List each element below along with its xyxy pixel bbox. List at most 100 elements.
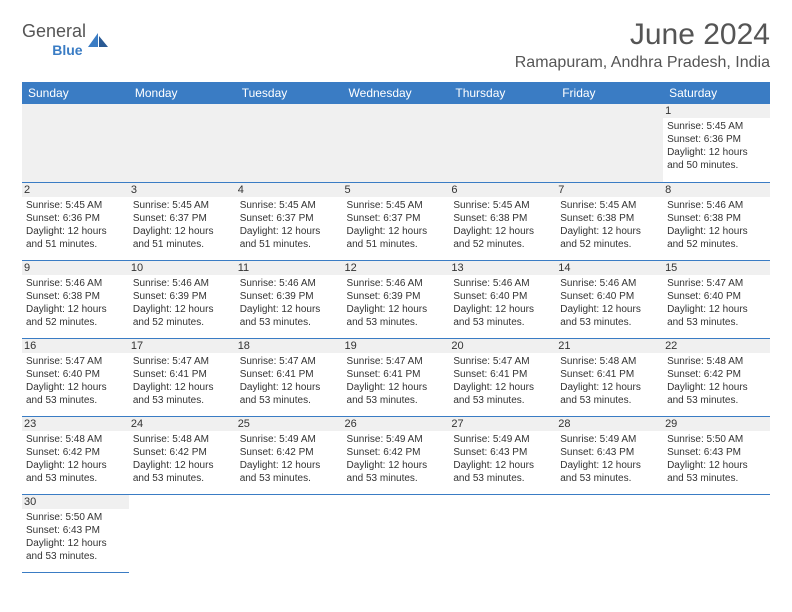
day-number: 15: [663, 261, 770, 275]
calendar-cell: 27 Sunrise: 5:49 AMSunset: 6:43 PMDayligh…: [449, 416, 556, 494]
day-number: 17: [129, 339, 236, 353]
weekday-header: Monday: [129, 82, 236, 104]
day-info: Sunrise: 5:45 AMSunset: 6:37 PMDaylight:…: [240, 199, 339, 251]
calendar-cell: 30 Sunrise: 5:50 AMSunset: 6:43 PMDayligh…: [22, 494, 129, 572]
day-number: 24: [129, 417, 236, 431]
calendar-cell: 16 Sunrise: 5:47 AMSunset: 6:40 PMDayligh…: [22, 338, 129, 416]
calendar-cell: 8 Sunrise: 5:46 AMSunset: 6:38 PMDaylight…: [663, 182, 770, 260]
weekday-header: Saturday: [663, 82, 770, 104]
day-info: Sunrise: 5:46 AMSunset: 6:39 PMDaylight:…: [240, 277, 339, 329]
calendar-cell: 6 Sunrise: 5:45 AMSunset: 6:38 PMDaylight…: [449, 182, 556, 260]
day-number: 18: [236, 339, 343, 353]
day-info: Sunrise: 5:46 AMSunset: 6:39 PMDaylight:…: [347, 277, 446, 329]
day-number: 1: [663, 104, 770, 118]
day-number: 16: [22, 339, 129, 353]
day-info: Sunrise: 5:49 AMSunset: 6:42 PMDaylight:…: [347, 433, 446, 485]
day-number: 5: [343, 183, 450, 197]
calendar-cell: 2Sunrise: 5:45 AMSunset: 6:36 PMDaylight…: [22, 182, 129, 260]
calendar-row: 1Sunrise: 5:45 AMSunset: 6:36 PMDaylight…: [22, 104, 770, 182]
day-number: 20: [449, 339, 556, 353]
calendar-cell: 23Sunrise: 5:48 AMSunset: 6:42 PMDayligh…: [22, 416, 129, 494]
calendar-row: 2Sunrise: 5:45 AMSunset: 6:36 PMDaylight…: [22, 182, 770, 260]
day-info: Sunrise: 5:49 AMSunset: 6:42 PMDaylight:…: [240, 433, 339, 485]
calendar-cell: 21 Sunrise: 5:48 AMSunset: 6:41 PMDayligh…: [556, 338, 663, 416]
day-info: Sunrise: 5:46 AMSunset: 6:39 PMDaylight:…: [133, 277, 232, 329]
calendar-cell: 19 Sunrise: 5:47 AMSunset: 6:41 PMDayligh…: [343, 338, 450, 416]
day-number: 19: [343, 339, 450, 353]
weekday-header: Friday: [556, 82, 663, 104]
day-info: Sunrise: 5:45 AMSunset: 6:37 PMDaylight:…: [133, 199, 232, 251]
weekday-header: Thursday: [449, 82, 556, 104]
day-info: Sunrise: 5:48 AMSunset: 6:41 PMDaylight:…: [560, 355, 659, 407]
day-number: 7: [556, 183, 663, 197]
logo-main: General: [22, 21, 86, 41]
calendar-cell: [343, 104, 450, 182]
day-number: 13: [449, 261, 556, 275]
calendar-cell: 25 Sunrise: 5:49 AMSunset: 6:42 PMDayligh…: [236, 416, 343, 494]
day-number: 26: [343, 417, 450, 431]
day-info: Sunrise: 5:47 AMSunset: 6:41 PMDaylight:…: [133, 355, 232, 407]
calendar-cell: [236, 494, 343, 572]
day-number: 11: [236, 261, 343, 275]
calendar-cell: [22, 104, 129, 182]
calendar-cell: [449, 494, 556, 572]
day-number: 3: [129, 183, 236, 197]
calendar-cell: 13Sunrise: 5:46 AMSunset: 6:40 PMDayligh…: [449, 260, 556, 338]
header: General GenBlue June 2024 Ramapuram, And…: [22, 18, 770, 72]
month-title: June 2024: [515, 18, 770, 52]
weekday-header-row: SundayMondayTuesdayWednesdayThursdayFrid…: [22, 82, 770, 104]
calendar-cell: 1Sunrise: 5:45 AMSunset: 6:36 PMDaylight…: [663, 104, 770, 182]
day-info: Sunrise: 5:46 AMSunset: 6:38 PMDaylight:…: [26, 277, 125, 329]
day-info: Sunrise: 5:45 AMSunset: 6:38 PMDaylight:…: [560, 199, 659, 251]
day-info: Sunrise: 5:49 AMSunset: 6:43 PMDaylight:…: [453, 433, 552, 485]
day-info: Sunrise: 5:48 AMSunset: 6:42 PMDaylight:…: [133, 433, 232, 485]
day-info: Sunrise: 5:48 AMSunset: 6:42 PMDaylight:…: [667, 355, 766, 407]
day-number: 25: [236, 417, 343, 431]
calendar-cell: 15Sunrise: 5:47 AMSunset: 6:40 PMDayligh…: [663, 260, 770, 338]
calendar-body: 1Sunrise: 5:45 AMSunset: 6:36 PMDaylight…: [22, 104, 770, 572]
day-number: 10: [129, 261, 236, 275]
calendar-cell: [129, 104, 236, 182]
day-info: Sunrise: 5:45 AMSunset: 6:38 PMDaylight:…: [453, 199, 552, 251]
day-info: Sunrise: 5:45 AMSunset: 6:37 PMDaylight:…: [347, 199, 446, 251]
day-number: 30: [22, 495, 129, 509]
calendar-row: 16 Sunrise: 5:47 AMSunset: 6:40 PMDayligh…: [22, 338, 770, 416]
logo: General GenBlue: [22, 18, 110, 60]
weekday-header: Tuesday: [236, 82, 343, 104]
day-number: 2: [22, 183, 129, 197]
calendar-cell: 24 Sunrise: 5:48 AMSunset: 6:42 PMDayligh…: [129, 416, 236, 494]
day-number: 8: [663, 183, 770, 197]
day-info: Sunrise: 5:47 AMSunset: 6:41 PMDaylight:…: [347, 355, 446, 407]
day-number: 9: [22, 261, 129, 275]
day-number: 12: [343, 261, 450, 275]
calendar-cell: 14Sunrise: 5:46 AMSunset: 6:40 PMDayligh…: [556, 260, 663, 338]
weekday-header: Sunday: [22, 82, 129, 104]
logo-sail-icon: [88, 33, 110, 49]
calendar-cell: 9 Sunrise: 5:46 AMSunset: 6:38 PMDaylight…: [22, 260, 129, 338]
day-number: 27: [449, 417, 556, 431]
logo-text-block: General GenBlue: [22, 22, 86, 60]
calendar-cell: 5 Sunrise: 5:45 AMSunset: 6:37 PMDaylight…: [343, 182, 450, 260]
calendar-row: 9 Sunrise: 5:46 AMSunset: 6:38 PMDaylight…: [22, 260, 770, 338]
calendar-cell: 22 Sunrise: 5:48 AMSunset: 6:42 PMDayligh…: [663, 338, 770, 416]
calendar-cell: [343, 494, 450, 572]
calendar-cell: 7 Sunrise: 5:45 AMSunset: 6:38 PMDaylight…: [556, 182, 663, 260]
calendar-cell: 29Sunrise: 5:50 AMSunset: 6:43 PMDayligh…: [663, 416, 770, 494]
calendar-cell: 18Sunrise: 5:47 AMSunset: 6:41 PMDayligh…: [236, 338, 343, 416]
calendar-row: 30 Sunrise: 5:50 AMSunset: 6:43 PMDayligh…: [22, 494, 770, 572]
day-info: Sunrise: 5:47 AMSunset: 6:41 PMDaylight:…: [453, 355, 552, 407]
calendar-cell: 11 Sunrise: 5:46 AMSunset: 6:39 PMDayligh…: [236, 260, 343, 338]
calendar-cell: 3 Sunrise: 5:45 AMSunset: 6:37 PMDaylight…: [129, 182, 236, 260]
day-number: 4: [236, 183, 343, 197]
day-number: 29: [663, 417, 770, 431]
day-info: Sunrise: 5:46 AMSunset: 6:38 PMDaylight:…: [667, 199, 766, 251]
calendar-cell: 10 Sunrise: 5:46 AMSunset: 6:39 PMDayligh…: [129, 260, 236, 338]
day-number: 22: [663, 339, 770, 353]
day-number: 28: [556, 417, 663, 431]
day-number: 6: [449, 183, 556, 197]
calendar-cell: 20 Sunrise: 5:47 AMSunset: 6:41 PMDayligh…: [449, 338, 556, 416]
day-info: Sunrise: 5:47 AMSunset: 6:40 PMDaylight:…: [26, 355, 125, 407]
day-info: Sunrise: 5:50 AMSunset: 6:43 PMDaylight:…: [26, 511, 125, 563]
day-number: 21: [556, 339, 663, 353]
calendar-cell: 26 Sunrise: 5:49 AMSunset: 6:42 PMDayligh…: [343, 416, 450, 494]
